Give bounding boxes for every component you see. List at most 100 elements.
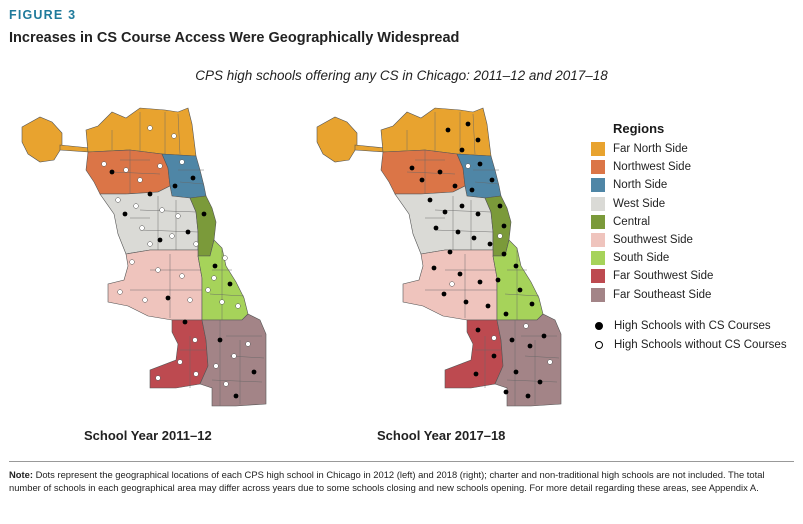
map-2017-18 <box>316 107 562 407</box>
school-dot-filled <box>122 211 128 217</box>
school-dot-filled <box>433 225 439 231</box>
school-dot-filled <box>182 319 188 325</box>
legend-swatch <box>591 142 605 157</box>
legend-item-far-southwest-side: Far Southwest Side <box>591 267 787 285</box>
legend-item-far-north-side: Far North Side <box>591 140 787 158</box>
map-caption-2017-18: School Year 2017–18 <box>377 428 506 443</box>
school-dot-filled <box>463 299 469 305</box>
school-dot-filled <box>217 337 223 343</box>
legend-swatch <box>591 178 605 193</box>
legend-swatch <box>591 233 605 248</box>
school-dot-filled <box>419 177 425 183</box>
legend-label: Far Southwest Side <box>613 270 714 283</box>
map-legend: Regions Far North Side Northwest Side Nort… <box>591 121 787 355</box>
school-dot-open <box>187 297 193 303</box>
school-dot-open <box>147 125 153 131</box>
school-dot-filled <box>491 353 497 359</box>
school-dot-filled <box>445 127 451 133</box>
legend-item-far-southeast-side: Far Southeast Side <box>591 286 787 304</box>
school-dot-filled <box>489 177 495 183</box>
school-dot-filled <box>487 241 493 247</box>
figure-note: Note: Dots represent the geographical lo… <box>9 469 794 494</box>
school-dot-filled <box>409 165 415 171</box>
school-dot-open <box>213 363 219 369</box>
school-dot-filled <box>201 211 207 217</box>
school-dot-filled <box>527 343 533 349</box>
school-dot-filled <box>473 371 479 377</box>
legend-item-west-side: West Side <box>591 195 787 213</box>
note-divider <box>9 461 794 462</box>
legend-item-filled-dot: High Schools with CS Courses <box>591 317 787 336</box>
school-dot-filled <box>427 197 433 203</box>
open-dot-icon <box>595 341 603 350</box>
legend-item-north-side: North Side <box>591 176 787 194</box>
school-dot-filled <box>503 311 509 317</box>
school-dot-filled <box>251 369 257 375</box>
school-dot-open <box>169 233 175 239</box>
legend-swatch <box>591 160 605 175</box>
school-dot-open <box>129 259 135 265</box>
school-dot-open <box>523 323 529 329</box>
school-dot-open <box>171 133 177 139</box>
legend-label: Northwest Side <box>613 161 691 174</box>
school-dot-filled <box>457 271 463 277</box>
school-dot-open <box>147 241 153 247</box>
school-dot-open <box>139 225 145 231</box>
school-dot-filled <box>109 169 115 175</box>
school-dot-filled <box>441 291 447 297</box>
school-dot-filled <box>437 169 443 175</box>
school-dot-filled <box>431 265 437 271</box>
legend-title: Regions <box>613 121 665 136</box>
legend-swatch <box>591 269 605 284</box>
school-dot-open <box>547 359 553 365</box>
school-dot-open <box>193 241 199 247</box>
school-dot-filled <box>172 183 178 189</box>
map-caption-2011-12: School Year 2011–12 <box>84 428 212 443</box>
school-dot-filled <box>452 183 458 189</box>
legend-swatch <box>591 214 605 229</box>
legend-regions: Far North Side Northwest Side North Side We… <box>591 140 787 304</box>
figure-label: FIGURE 3 <box>9 8 77 22</box>
school-dot-open <box>157 163 163 169</box>
school-dot-open <box>123 167 129 173</box>
school-dot-filled <box>509 337 515 343</box>
school-dot-filled <box>469 187 475 193</box>
figure-title: Increases in CS Course Access Were Geogr… <box>9 30 460 46</box>
school-dot-open <box>491 335 497 341</box>
school-dot-filled <box>501 251 507 257</box>
map-2011-12 <box>21 107 267 407</box>
filled-dot-icon <box>595 322 603 331</box>
school-dot-open <box>115 197 121 203</box>
school-dots-2011-12 <box>101 125 257 399</box>
school-dot-filled <box>477 279 483 285</box>
school-dot-open <box>245 341 251 347</box>
school-dot-filled <box>475 211 481 217</box>
legend-label: High Schools with CS Courses <box>614 320 771 333</box>
school-dot-open <box>177 359 183 365</box>
school-dot-filled <box>501 223 507 229</box>
school-dot-filled <box>447 249 453 255</box>
legend-item-central: Central <box>591 213 787 231</box>
school-dot-filled <box>475 137 481 143</box>
school-dot-open <box>205 287 211 293</box>
legend-label: Southwest Side <box>613 234 693 247</box>
school-dot-filled <box>485 303 491 309</box>
school-dot-filled <box>541 333 547 339</box>
legend-item-southwest-side: Southwest Side <box>591 231 787 249</box>
school-dot-open <box>101 161 107 167</box>
school-dot-filled <box>147 191 153 197</box>
school-dot-filled <box>455 229 461 235</box>
school-dot-filled <box>497 203 503 209</box>
legend-swatch <box>591 196 605 211</box>
school-dot-filled <box>477 161 483 167</box>
legend-label: West Side <box>613 197 666 210</box>
school-dot-open <box>137 177 143 183</box>
school-dot-open <box>465 163 471 169</box>
school-dot-open <box>222 255 228 261</box>
school-dot-open <box>192 337 198 343</box>
school-dot-open <box>142 297 148 303</box>
legend-label: Central <box>613 215 651 228</box>
legend-label: High Schools without CS Courses <box>614 339 787 352</box>
school-dot-filled <box>465 121 471 127</box>
